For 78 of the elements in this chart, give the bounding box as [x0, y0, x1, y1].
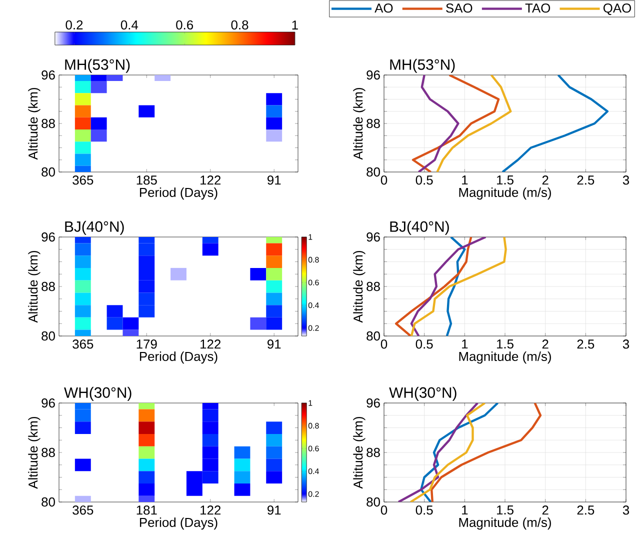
- x-tick-label: 1: [462, 340, 468, 348]
- y-axis-title: Altitude (km): [353, 88, 366, 160]
- color-bar-label: 0.2: [66, 20, 83, 30]
- y-tick-label: 80: [42, 497, 55, 507]
- x-tick-label: 0: [380, 506, 388, 515]
- y-tick-label: 88: [366, 282, 380, 292]
- y-tick-label: 88: [42, 118, 55, 128]
- x-tick-label: 2.5: [577, 340, 594, 349]
- chart-title: BJ(40°N): [65, 220, 124, 235]
- y-tick-label: 96: [366, 398, 380, 408]
- y-tick-label: 80: [366, 167, 380, 177]
- y-axis-title: Altitude (km): [353, 416, 366, 489]
- x-tick-label: 2: [542, 340, 548, 349]
- x-tick-label: 365: [72, 176, 94, 185]
- y-tick-label: 88: [42, 448, 55, 458]
- x-tick-label: 0: [380, 176, 388, 185]
- chart-title: WH(30°N): [389, 386, 456, 401]
- y-axis-title: Altitude (km): [28, 416, 40, 489]
- y-tick-label: 96: [42, 398, 55, 408]
- y-tick-label: 88: [42, 282, 55, 292]
- x-axis-title: Period (Days): [140, 188, 218, 200]
- chart-title: WH(30°N): [64, 386, 132, 401]
- x-tick-label: 122: [200, 506, 221, 515]
- y-tick-label: 96: [42, 232, 55, 242]
- y-tick-label: 80: [366, 497, 380, 507]
- x-tick-label: 179: [136, 340, 157, 349]
- x-axis-title: Period (Days): [140, 352, 218, 364]
- x-tick-label: 122: [200, 176, 221, 185]
- x-tick-label: 365: [72, 506, 94, 515]
- x-tick-label: 365: [72, 340, 94, 349]
- legend-label: SAO: [446, 3, 472, 13]
- color-bar-label: 0.6: [176, 20, 194, 30]
- legend-label: QAO: [603, 3, 632, 15]
- x-tick-label: 2.5: [577, 176, 594, 185]
- x-axis-title: Period (Days): [140, 518, 218, 530]
- x-axis-title: Magnitude (m/s): [459, 352, 551, 364]
- y-tick-label: 80: [42, 167, 55, 177]
- color-bar-label: 1: [292, 20, 298, 30]
- x-axis-title: Magnitude (m/s): [459, 188, 551, 200]
- y-tick-label: 88: [366, 448, 380, 458]
- x-tick-label: 122: [200, 340, 221, 349]
- y-axis-title: Altitude (km): [353, 250, 366, 323]
- x-tick-label: 1: [462, 506, 468, 514]
- x-tick-label: 0: [380, 340, 388, 349]
- color-bar-label: 0.4: [120, 20, 138, 30]
- x-axis-title: Magnitude (m/s): [459, 518, 551, 530]
- x-tick-label: 1: [462, 176, 468, 184]
- x-tick-label: 1.5: [496, 340, 514, 349]
- y-axis-title: Altitude (km): [28, 88, 40, 160]
- x-tick-label: 0.5: [416, 340, 433, 349]
- chart-title: MH(53°N): [390, 58, 455, 73]
- x-tick-label: 91: [268, 176, 281, 185]
- y-tick-label: 88: [366, 118, 380, 128]
- color-bar-label: 0.8: [231, 20, 248, 30]
- chart-title: BJ(40°N): [390, 220, 449, 235]
- x-tick-label: 3: [622, 340, 630, 349]
- x-tick-label: 181: [136, 506, 157, 515]
- y-tick-label: 80: [366, 331, 380, 341]
- x-tick-label: 3: [622, 506, 630, 515]
- x-tick-label: 91: [268, 340, 281, 349]
- x-tick-label: 185: [136, 176, 157, 185]
- y-axis-title: Altitude (km): [28, 250, 40, 323]
- x-tick-label: 2: [542, 176, 548, 185]
- chart-title: MH(53°N): [65, 58, 130, 73]
- x-tick-label: 2.5: [577, 506, 594, 515]
- x-tick-label: 2: [542, 506, 548, 515]
- x-tick-label: 3: [622, 176, 630, 185]
- x-tick-label: 1.5: [496, 176, 514, 185]
- y-tick-label: 96: [42, 70, 55, 80]
- x-tick-label: 0.5: [416, 506, 433, 515]
- legend-label: AO: [374, 3, 393, 13]
- x-tick-label: 0.5: [416, 176, 433, 185]
- y-tick-label: 80: [42, 331, 55, 341]
- legend-label: TAO: [525, 3, 550, 13]
- y-tick-label: 96: [366, 70, 380, 80]
- y-tick-label: 96: [366, 232, 380, 242]
- x-tick-label: 91: [268, 506, 281, 515]
- x-tick-label: 1.5: [496, 506, 514, 515]
